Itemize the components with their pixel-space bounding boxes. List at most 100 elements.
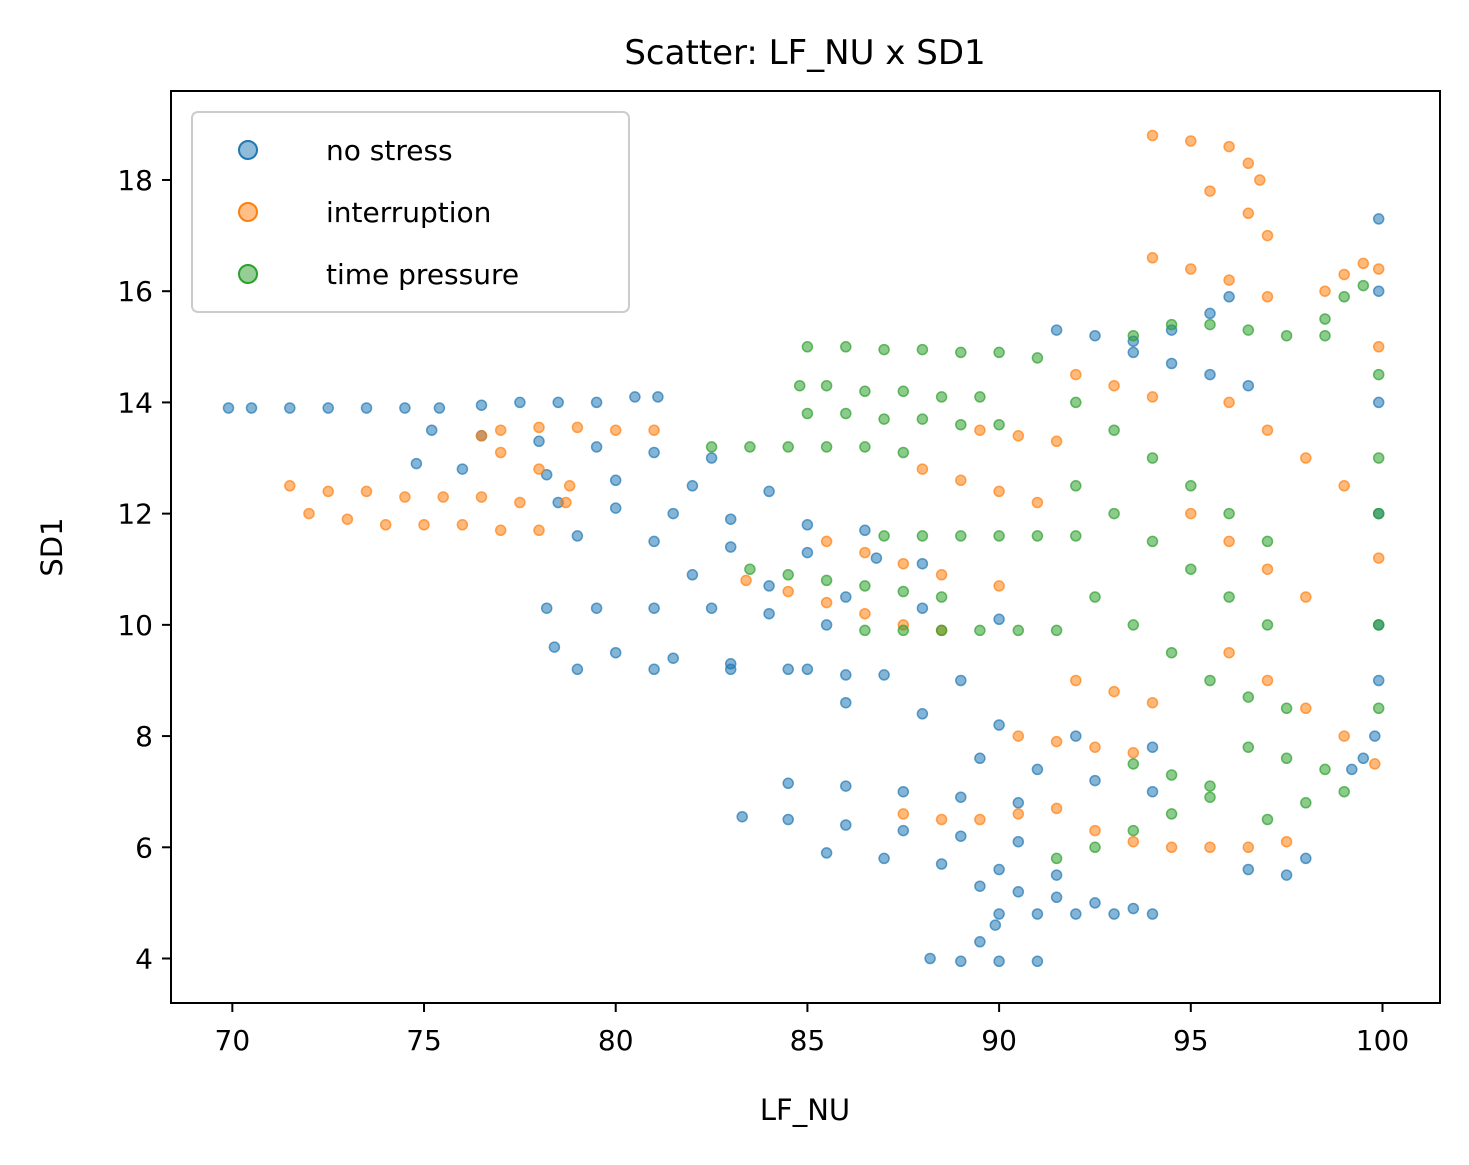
- data-point: [533, 463, 545, 475]
- data-point: [1108, 379, 1120, 392]
- data-point: [763, 485, 775, 498]
- data-point: [1089, 774, 1101, 787]
- data-point: [955, 346, 967, 359]
- data-point: [993, 613, 1005, 626]
- data-point: [1050, 735, 1063, 748]
- data-point: [916, 602, 929, 614]
- data-point: [1369, 758, 1381, 770]
- data-point: [1146, 452, 1159, 464]
- legend: no stress interruption time pressure: [191, 111, 630, 313]
- legend-label-no-stress: no stress: [326, 134, 453, 167]
- data-point: [840, 407, 852, 420]
- data-point: [1089, 591, 1101, 603]
- data-point: [1280, 702, 1293, 715]
- data-point: [1372, 507, 1385, 520]
- data-point: [974, 936, 986, 948]
- data-point: [1280, 869, 1293, 881]
- data-point: [993, 580, 1005, 592]
- data-point: [859, 385, 871, 398]
- data-point: [1372, 396, 1385, 409]
- data-point: [1261, 619, 1274, 631]
- data-point: [533, 524, 545, 537]
- data-point: [1300, 797, 1312, 809]
- data-point: [897, 824, 910, 837]
- data-point: [514, 396, 526, 409]
- data-point: [1031, 763, 1044, 776]
- data-point: [801, 546, 814, 559]
- data-point: [955, 830, 967, 842]
- data-point: [724, 541, 737, 553]
- data-point: [1050, 802, 1063, 815]
- data-point: [560, 496, 572, 509]
- data-point: [1261, 424, 1274, 436]
- data-point: [878, 852, 890, 865]
- data-point: [1050, 435, 1063, 448]
- data-point: [878, 530, 890, 542]
- data-point: [993, 955, 1005, 968]
- data-point: [425, 424, 438, 436]
- data-point: [1127, 758, 1140, 770]
- data-point: [1300, 591, 1312, 603]
- data-point: [1127, 329, 1140, 342]
- data-point: [897, 585, 910, 598]
- data-point: [1012, 624, 1025, 637]
- data-point: [1242, 207, 1255, 220]
- data-point: [1108, 424, 1120, 436]
- data-point: [552, 396, 564, 409]
- data-point: [1280, 329, 1293, 342]
- data-point: [609, 646, 622, 659]
- data-point: [724, 663, 737, 676]
- data-point: [1127, 824, 1140, 837]
- data-point: [1108, 507, 1120, 520]
- data-point: [437, 491, 449, 503]
- data-point: [1127, 835, 1140, 848]
- data-point: [989, 919, 1002, 931]
- data-point: [1127, 619, 1140, 631]
- data-point: [222, 402, 235, 414]
- data-point: [686, 480, 699, 492]
- data-point: [840, 819, 852, 831]
- data-point: [456, 463, 469, 475]
- legend-label-time-pressure: time pressure: [326, 258, 519, 291]
- data-point: [916, 463, 929, 475]
- data-point: [1031, 530, 1044, 542]
- data-point: [974, 424, 986, 436]
- data-point: [1204, 791, 1216, 803]
- data-point: [1185, 507, 1197, 520]
- data-point: [1070, 908, 1082, 920]
- data-point: [840, 591, 852, 603]
- data-point: [859, 580, 871, 592]
- data-point: [916, 413, 929, 425]
- data-point: [475, 399, 488, 411]
- data-point: [648, 446, 660, 459]
- y-tick-label: 10: [117, 609, 153, 642]
- data-point: [1185, 135, 1197, 147]
- data-point: [820, 847, 833, 859]
- data-point: [1338, 291, 1350, 303]
- data-point: [993, 346, 1005, 359]
- data-point: [1127, 902, 1140, 915]
- y-axis: 4 6 8 10 12 14 16 18: [117, 164, 171, 976]
- data-point: [840, 341, 852, 353]
- data-point: [1372, 285, 1385, 297]
- chart-title: Scatter: LF_NU x SD1: [624, 33, 985, 73]
- data-point: [935, 569, 948, 581]
- data-point: [571, 530, 584, 542]
- data-point: [1242, 841, 1255, 854]
- data-point: [974, 391, 986, 403]
- data-point: [1357, 257, 1370, 270]
- data-point: [1108, 685, 1120, 698]
- data-point: [1372, 368, 1385, 381]
- data-point: [1127, 346, 1140, 359]
- data-point: [399, 402, 411, 414]
- data-point: [1012, 430, 1025, 442]
- data-point: [840, 669, 852, 681]
- x-tick-label: 90: [981, 1024, 1017, 1057]
- data-point: [1261, 813, 1274, 826]
- data-point: [1223, 591, 1235, 603]
- legend-marker-interruption: [238, 202, 258, 222]
- data-point: [1338, 268, 1350, 281]
- data-point: [916, 708, 929, 720]
- data-point: [1338, 480, 1350, 492]
- series-interruption: [284, 129, 1385, 854]
